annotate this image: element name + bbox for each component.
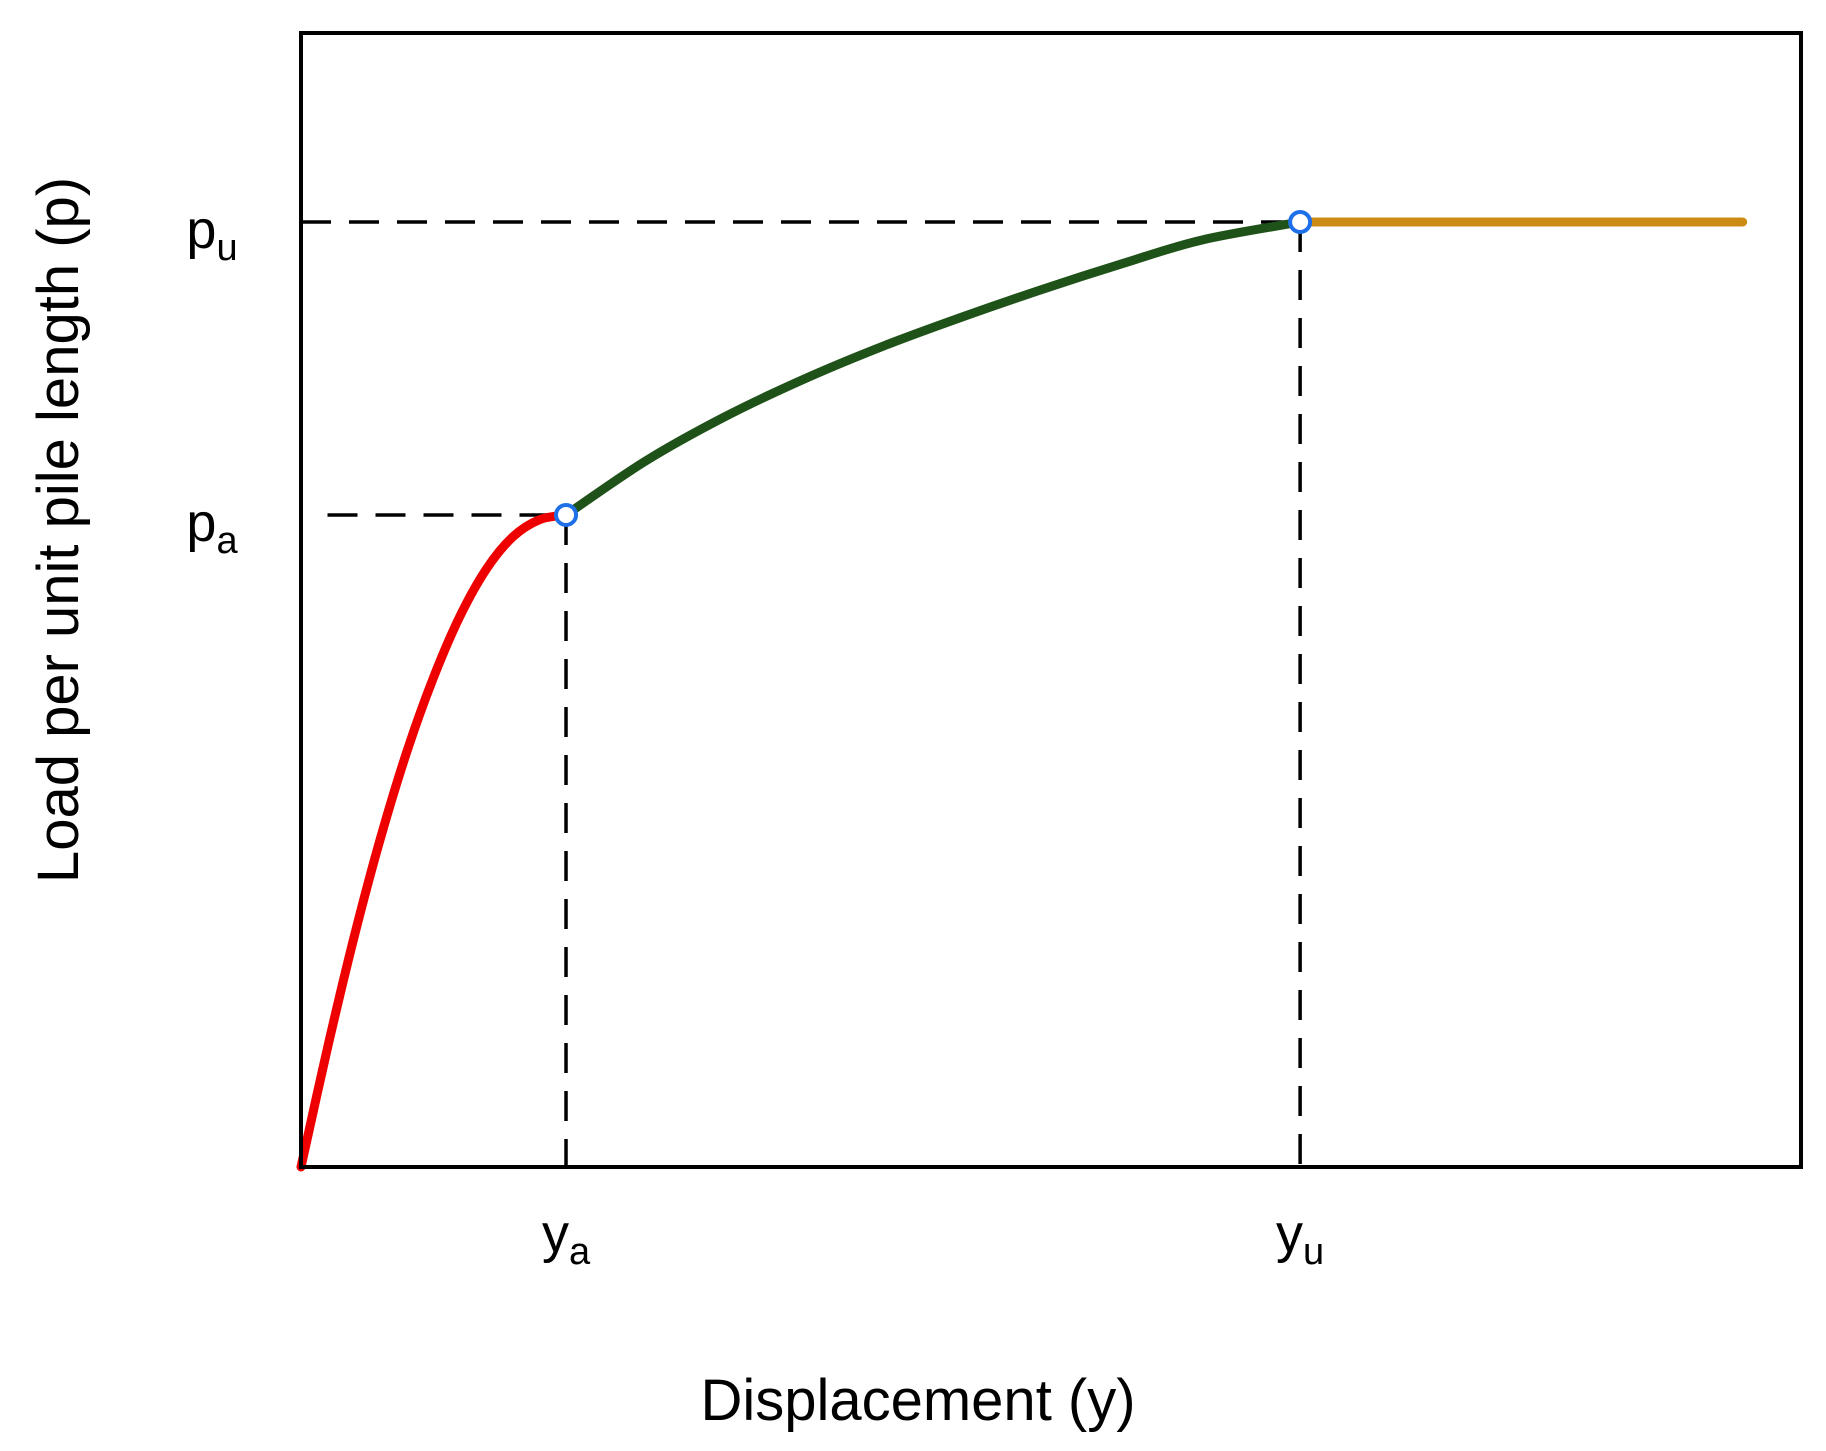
- y-tick-label-2-subscript: u: [216, 227, 237, 269]
- plot-frame: [299, 31, 1803, 1169]
- x-tick-label-1-subscript: a: [569, 1231, 591, 1273]
- y-tick-label-1-subscript: a: [216, 520, 238, 562]
- breakpoint-marker-2: [1288, 210, 1313, 234]
- curve-segment-1: [296, 510, 571, 1172]
- reference-lines: [301, 220, 1302, 1167]
- x-tick-label-1: ya: [542, 1204, 591, 1273]
- y-tick-label-2: pu: [186, 200, 237, 269]
- curve-segment-2: [561, 217, 1305, 520]
- x-tick-label-2-main: y: [1276, 1204, 1303, 1264]
- y-tick-label-1: pa: [186, 493, 238, 562]
- y-axis-label: Load per unit pile length (p): [26, 177, 91, 883]
- y-tick-label-1-main: p: [186, 493, 216, 553]
- x-tick-label-1-main: y: [542, 1204, 569, 1264]
- x-tick-label-2-subscript: u: [1303, 1231, 1324, 1273]
- x-tick-label-2: yu: [1276, 1204, 1324, 1273]
- y-tick-label-2-main: p: [186, 200, 216, 260]
- x-axis-label: Displacement (y): [700, 1368, 1135, 1433]
- curve-series: [296, 217, 1748, 1172]
- breakpoint-marker-1: [554, 502, 579, 527]
- breakpoint-markers: [554, 210, 1313, 527]
